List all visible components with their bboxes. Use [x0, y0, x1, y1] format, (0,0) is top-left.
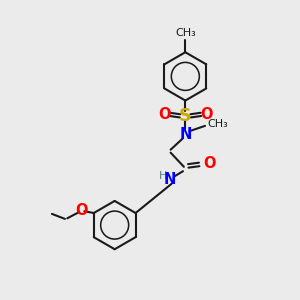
- Text: O: O: [75, 203, 88, 218]
- Text: O: O: [200, 107, 212, 122]
- Text: S: S: [179, 107, 192, 125]
- Text: CH₃: CH₃: [208, 119, 229, 129]
- Text: N: N: [179, 127, 191, 142]
- Text: H: H: [159, 171, 168, 181]
- Text: O: O: [203, 156, 216, 171]
- Text: CH₃: CH₃: [175, 28, 196, 38]
- Text: N: N: [164, 172, 176, 187]
- Text: O: O: [158, 107, 171, 122]
